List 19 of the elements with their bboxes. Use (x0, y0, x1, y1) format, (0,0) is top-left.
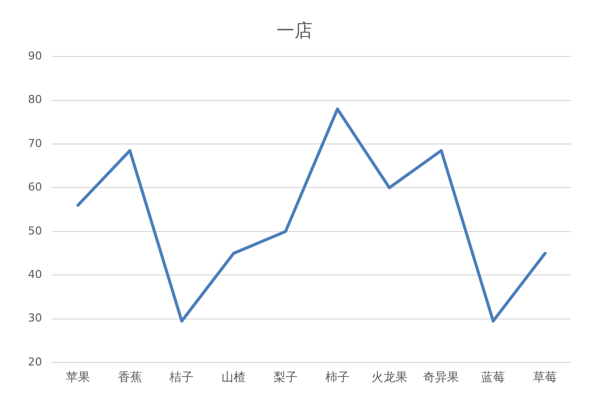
x-tick-label: 桔子 (168, 370, 194, 384)
x-tick-label: 蓝莓 (481, 370, 506, 384)
y-tick-label: 50 (28, 224, 42, 238)
x-tick-label: 苹果 (66, 370, 90, 384)
y-tick-label: 80 (28, 93, 42, 106)
x-tick-label: 香蕉 (118, 370, 142, 384)
x-tick-label: 柿子 (325, 370, 350, 384)
x-tick-label: 草莓 (533, 370, 558, 384)
y-tick-label: 30 (28, 312, 42, 325)
chart-title: 一店 (276, 20, 312, 42)
x-tick-label: 梨子 (274, 370, 298, 384)
x-tick-label: 奇异果 (423, 370, 460, 384)
y-tick-label: 20 (28, 355, 42, 368)
y-tick-label: 90 (28, 49, 42, 62)
x-tick-label: 山楂 (222, 370, 246, 384)
y-tick-label: 60 (28, 180, 42, 194)
y-tick-label: 70 (28, 136, 42, 150)
x-tick-label: 火龙果 (371, 370, 408, 384)
y-tick-label: 40 (28, 268, 42, 282)
